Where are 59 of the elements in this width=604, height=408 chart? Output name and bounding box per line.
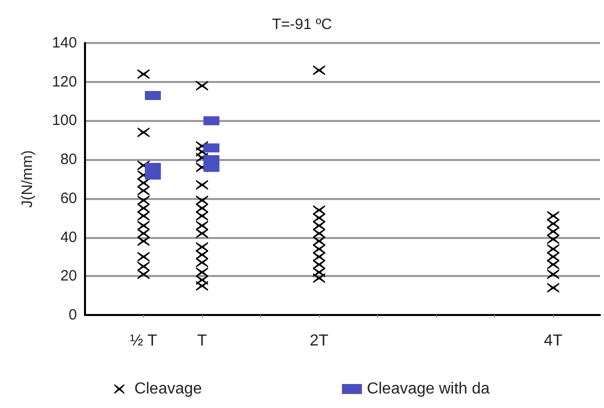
legend-label: Cleavage with da xyxy=(366,380,490,398)
point xyxy=(138,210,150,221)
point xyxy=(196,280,208,291)
point xyxy=(547,269,560,280)
y-tick-label: 120 xyxy=(52,73,77,90)
point xyxy=(196,210,208,221)
x-tick-label: 4T xyxy=(544,332,563,350)
y-tick-label: 100 xyxy=(52,112,77,130)
point xyxy=(547,210,560,221)
y-axis-title: J(N/mm) xyxy=(19,150,36,208)
x-tick-label: ½ T xyxy=(130,332,158,350)
x-tick-label: T xyxy=(197,332,208,350)
point xyxy=(138,269,150,280)
x-tick-label: 2T xyxy=(310,332,329,350)
y-tick-label: 0 xyxy=(68,306,77,324)
point xyxy=(313,252,326,262)
point xyxy=(138,228,150,238)
point xyxy=(196,220,208,231)
point xyxy=(196,180,208,190)
point xyxy=(196,258,208,268)
point xyxy=(196,267,208,278)
point xyxy=(313,205,326,216)
point xyxy=(196,228,208,238)
point xyxy=(547,259,560,270)
point xyxy=(196,203,208,214)
point xyxy=(547,218,560,229)
point xyxy=(547,282,560,293)
point xyxy=(313,236,326,246)
point xyxy=(196,242,208,252)
point xyxy=(547,234,560,244)
y-tick-label: 60 xyxy=(60,190,77,207)
point xyxy=(138,195,150,206)
point xyxy=(313,244,326,254)
point xyxy=(138,127,150,138)
point xyxy=(313,65,326,76)
point xyxy=(138,186,150,196)
point xyxy=(313,212,326,223)
point xyxy=(313,259,326,270)
point xyxy=(138,203,150,214)
point xyxy=(313,228,326,238)
point xyxy=(547,252,560,262)
point xyxy=(196,250,208,260)
point xyxy=(138,236,150,246)
y-tick-label: 40 xyxy=(60,228,77,246)
point xyxy=(196,80,208,91)
y-tick-label: 140 xyxy=(52,34,77,52)
point xyxy=(547,226,560,236)
y-tick-label: 80 xyxy=(60,151,77,168)
point xyxy=(196,195,208,206)
chart-title: T=-91 ºC xyxy=(272,16,332,33)
point xyxy=(547,244,560,254)
point xyxy=(138,261,150,272)
y-tick-label: 20 xyxy=(60,268,77,285)
point xyxy=(138,252,150,262)
point xyxy=(138,220,150,231)
legend-label: Cleavage xyxy=(134,380,202,398)
point xyxy=(313,220,326,231)
point xyxy=(138,69,150,80)
point xyxy=(313,273,326,284)
